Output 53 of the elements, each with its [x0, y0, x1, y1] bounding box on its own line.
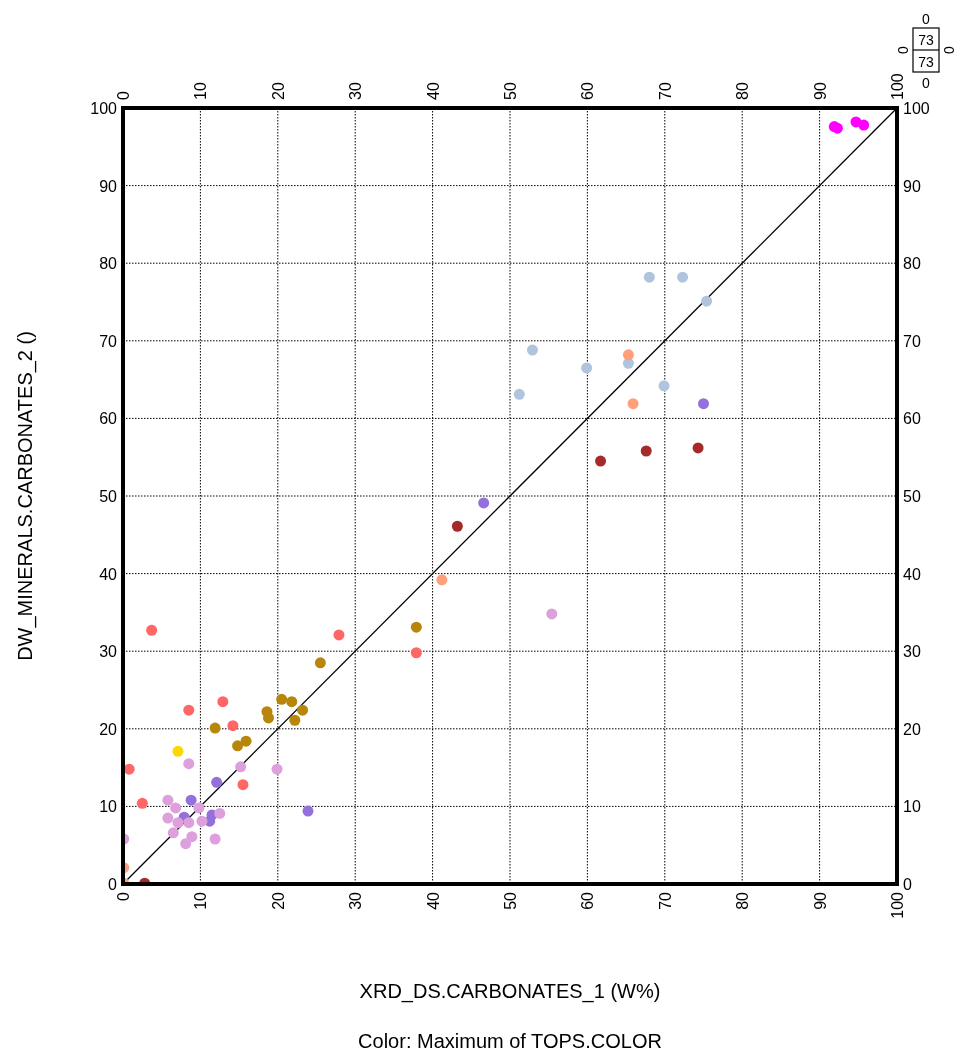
- y-tick-label: 60: [99, 410, 118, 428]
- y2-tick-label: 80: [903, 255, 921, 273]
- x-tick-label: 90: [811, 891, 829, 910]
- text: 0: [922, 11, 931, 27]
- x-tick-label: 60: [579, 891, 597, 910]
- x2-tick-label: 50: [502, 82, 519, 100]
- y-tick-label: 70: [99, 332, 118, 350]
- y-tick-label: 80: [99, 255, 118, 273]
- y2-tick-label: 20: [903, 720, 921, 738]
- x-tick-label: 0: [115, 891, 132, 901]
- y2-tick-label: 10: [903, 798, 921, 816]
- y-tick-label: 0: [108, 876, 118, 893]
- text: 0: [895, 45, 911, 54]
- y2-tick-label: 40: [903, 565, 921, 583]
- x2-tick-label: 0: [115, 91, 132, 100]
- y-tick-label: 40: [99, 565, 118, 583]
- x2-tick-label: 70: [656, 82, 674, 100]
- x2-tick-label: 40: [424, 82, 442, 100]
- x2-tick-label: 10: [192, 82, 210, 100]
- y-tick-label: 20: [99, 720, 118, 738]
- x-tick-label: 30: [347, 891, 365, 910]
- y-tick-label: 50: [99, 488, 118, 505]
- x-tick-label: 40: [424, 891, 442, 910]
- y2-tick-label: 30: [903, 643, 921, 661]
- x-axis-title: XRD_DS.CARBONATES_1 (W%): [359, 980, 661, 1003]
- x-tick-label: 20: [269, 891, 287, 910]
- y2-tick-label: 60: [903, 410, 921, 428]
- x-tick-label: 80: [734, 891, 752, 910]
- y-tick-label: 10: [99, 798, 118, 816]
- x2-tick-label: 90: [811, 82, 829, 100]
- x2-tick-label: 30: [347, 82, 365, 100]
- text: 0: [941, 45, 957, 54]
- y-tick-label: 30: [99, 643, 118, 661]
- x-tick-label: 100: [889, 891, 906, 919]
- text: 73: [918, 32, 934, 48]
- y2-tick-label: 90: [903, 177, 921, 195]
- x-tick-label: 70: [656, 891, 674, 910]
- y-tick-label: 100: [90, 100, 118, 117]
- text: 0: [922, 75, 931, 91]
- y2-tick-label: 100: [903, 100, 930, 117]
- y2-tick-label: 0: [903, 876, 912, 893]
- x-tick-label: 50: [502, 891, 519, 910]
- x2-tick-label: 80: [734, 82, 752, 100]
- text: Color: Maximum of TOPS.COLOR: [358, 1030, 662, 1052]
- y2-tick-label: 50: [903, 488, 921, 505]
- y2-tick-label: 70: [903, 332, 921, 350]
- text: 73: [918, 54, 934, 70]
- x-tick-label: 10: [192, 891, 210, 910]
- x2-tick-label: 20: [269, 82, 287, 100]
- x2-tick-label: 100: [889, 73, 906, 100]
- y-tick-label: 90: [99, 177, 118, 195]
- x2-tick-label: 60: [579, 82, 597, 100]
- y-axis-title: DW_MINERALS.CARBONATES_2 (): [14, 331, 37, 661]
